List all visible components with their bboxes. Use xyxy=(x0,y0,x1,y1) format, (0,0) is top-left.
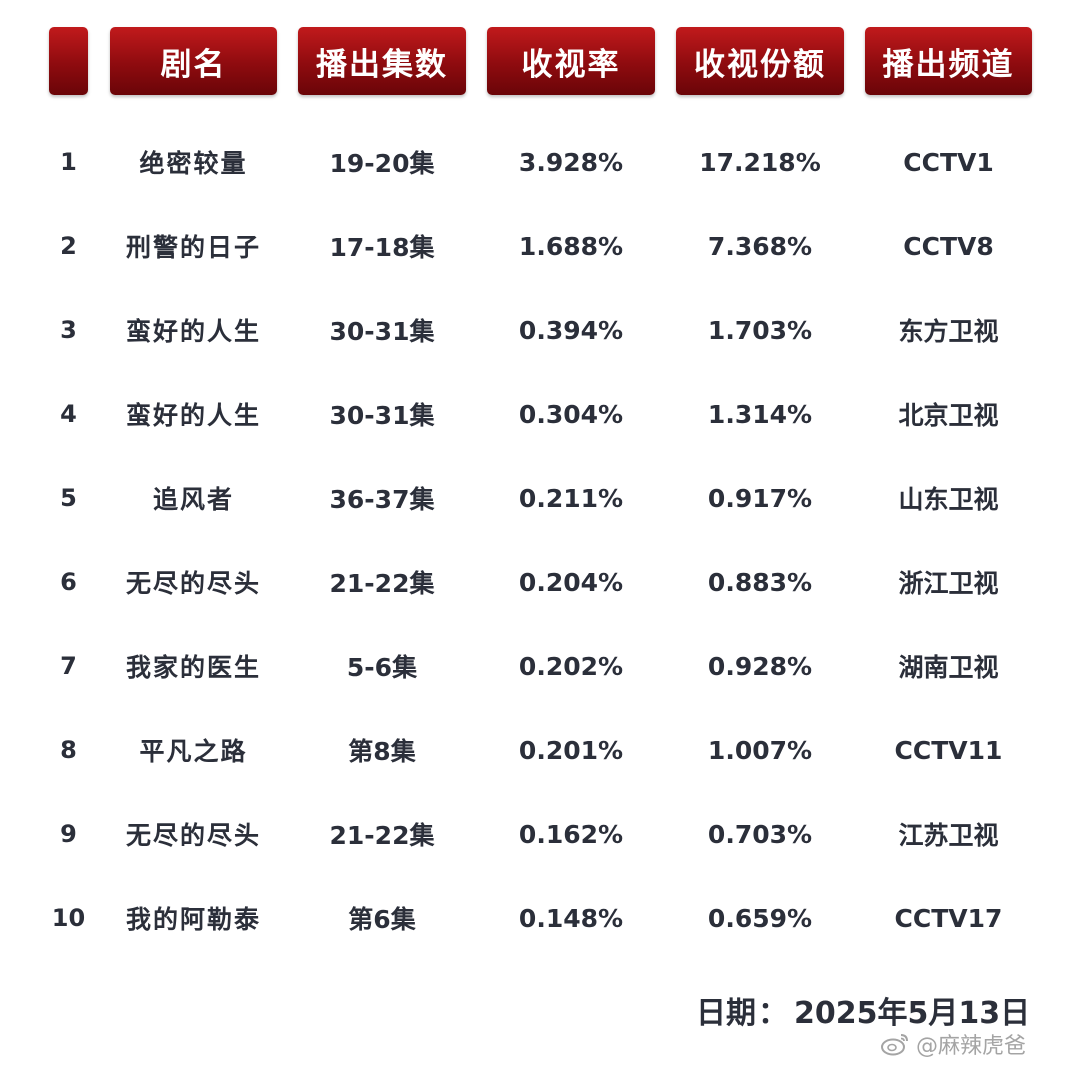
channel-cell: CCTV11 xyxy=(894,735,1003,765)
share-cell: 0.917% xyxy=(707,483,813,513)
share-cell: 1.007% xyxy=(707,735,813,765)
channel-cell: 湖南卫视 xyxy=(898,653,999,682)
rank-cell: 2 xyxy=(60,232,77,260)
channel-cell: 山东卫视 xyxy=(898,485,999,514)
name-cell: 平凡之路 xyxy=(139,737,248,766)
name-cell: 无尽的尽头 xyxy=(125,569,261,598)
rating-cell: 0.204% xyxy=(518,567,624,597)
table-row: 9 无尽的尽头 21-22集 0.162% 0.703% 江苏卫视 xyxy=(0,792,1080,876)
weibo-icon xyxy=(881,1034,908,1056)
channel-cell: 东方卫视 xyxy=(898,317,999,346)
episodes-cell: 21-22集 xyxy=(329,569,435,598)
channel-cell: 江苏卫视 xyxy=(898,821,999,850)
share-cell: 17.218% xyxy=(699,147,821,177)
name-cell: 蛮好的人生 xyxy=(125,317,261,346)
episodes-cell: 36-37集 xyxy=(329,485,435,514)
header-rank xyxy=(49,27,88,95)
name-cell: 绝密较量 xyxy=(139,149,248,178)
episodes-cell: 第6集 xyxy=(348,905,416,934)
share-cell: 0.883% xyxy=(707,567,813,597)
table-row: 4 蛮好的人生 30-31集 0.304% 1.314% 北京卫视 xyxy=(0,372,1080,456)
channel-cell: CCTV17 xyxy=(894,903,1003,933)
rating-cell: 0.202% xyxy=(518,651,624,681)
name-cell: 我的阿勒泰 xyxy=(125,905,261,934)
rating-cell: 0.148% xyxy=(518,903,624,933)
rank-cell: 10 xyxy=(51,904,86,932)
rating-cell: 0.304% xyxy=(518,399,624,429)
episodes-cell: 21-22集 xyxy=(329,821,435,850)
rank-cell: 7 xyxy=(60,652,77,680)
channel-cell: CCTV8 xyxy=(903,231,994,261)
share-cell: 7.368% xyxy=(707,231,813,261)
episodes-cell: 5-6集 xyxy=(346,653,418,682)
header-channel: 播出频道 xyxy=(865,27,1032,95)
episodes-cell: 30-31集 xyxy=(329,401,435,430)
table-row: 1 绝密较量 19-20集 3.928% 17.218% CCTV1 xyxy=(0,120,1080,204)
share-cell: 0.928% xyxy=(707,651,813,681)
watermark: @麻辣虎爸 xyxy=(880,1026,1026,1062)
table-row: 8 平凡之路 第8集 0.201% 1.007% CCTV11 xyxy=(0,708,1080,792)
table-header: 剧名 播出集数 收视率 收视份额 播出频道 xyxy=(0,27,1080,95)
date-line: 日期 ： 2025年5月13日 xyxy=(696,988,1030,1032)
channel-cell: CCTV1 xyxy=(903,147,994,177)
table-row: 2 刑警的日子 17-18集 1.688% 7.368% CCTV8 xyxy=(0,204,1080,288)
episodes-cell: 第8集 xyxy=(348,737,416,766)
rating-cell: 1.688% xyxy=(518,231,624,261)
rank-cell: 8 xyxy=(60,736,77,764)
table-row: 5 追风者 36-37集 0.211% 0.917% 山东卫视 xyxy=(0,456,1080,540)
name-cell: 我家的医生 xyxy=(125,653,261,682)
header-name: 剧名 xyxy=(110,27,277,95)
rating-cell: 0.162% xyxy=(518,819,624,849)
share-cell: 1.703% xyxy=(707,315,813,345)
table-row: 3 蛮好的人生 30-31集 0.394% 1.703% 东方卫视 xyxy=(0,288,1080,372)
rank-cell: 9 xyxy=(60,820,77,848)
share-cell: 0.703% xyxy=(707,819,813,849)
rating-cell: 3.928% xyxy=(518,147,624,177)
episodes-cell: 30-31集 xyxy=(329,317,435,346)
table-row: 7 我家的医生 5-6集 0.202% 0.928% 湖南卫视 xyxy=(0,624,1080,708)
header-rating: 收视率 xyxy=(487,27,655,95)
header-share: 收视份额 xyxy=(676,27,844,95)
share-cell: 0.659% xyxy=(707,903,813,933)
rating-cell: 0.394% xyxy=(518,315,624,345)
rank-cell: 6 xyxy=(60,568,77,596)
episodes-cell: 17-18集 xyxy=(329,233,435,262)
rating-cell: 0.211% xyxy=(518,483,624,513)
rank-cell: 4 xyxy=(60,400,77,428)
name-cell: 无尽的尽头 xyxy=(125,821,261,850)
episodes-cell: 19-20集 xyxy=(329,149,435,178)
name-cell: 追风者 xyxy=(152,485,234,514)
table-row: 10 我的阿勒泰 第6集 0.148% 0.659% CCTV17 xyxy=(0,876,1080,960)
rank-cell: 1 xyxy=(60,148,77,176)
header-episodes: 播出集数 xyxy=(298,27,466,95)
rank-cell: 3 xyxy=(60,316,77,344)
date-label: 日期 xyxy=(696,996,756,1031)
watermark-text: @麻辣虎爸 xyxy=(916,1034,1027,1059)
share-cell: 1.314% xyxy=(707,399,813,429)
date-value: 2025年5月13日 xyxy=(794,996,1031,1031)
date-separator: ： xyxy=(758,996,788,1031)
name-cell: 刑警的日子 xyxy=(125,233,261,262)
table-row: 6 无尽的尽头 21-22集 0.204% 0.883% 浙江卫视 xyxy=(0,540,1080,624)
channel-cell: 北京卫视 xyxy=(898,401,999,430)
channel-cell: 浙江卫视 xyxy=(898,569,999,598)
rank-cell: 5 xyxy=(60,484,77,512)
rating-cell: 0.201% xyxy=(518,735,624,765)
name-cell: 蛮好的人生 xyxy=(125,401,261,430)
